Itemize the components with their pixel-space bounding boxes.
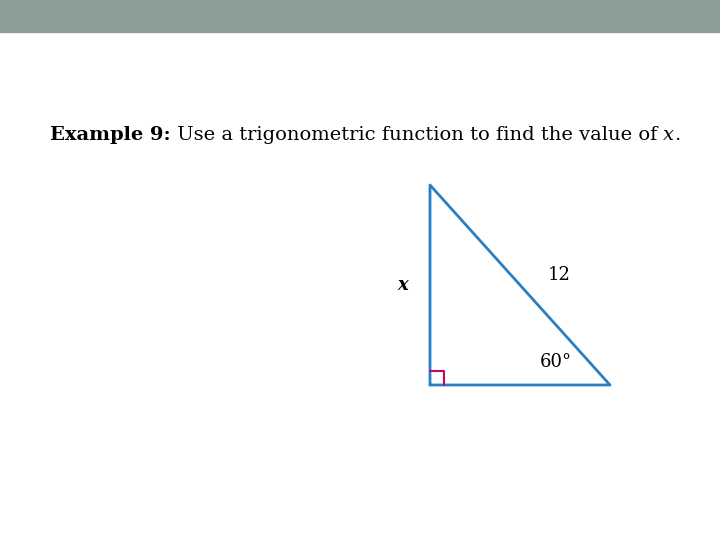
Bar <box>0 0 720 32</box>
Text: .: . <box>674 126 680 144</box>
Text: x: x <box>663 126 674 144</box>
Text: 12: 12 <box>548 266 571 284</box>
Text: Use a trigonometric function to find the value of: Use a trigonometric function to find the… <box>171 126 663 144</box>
Text: 60°: 60° <box>540 353 572 371</box>
Text: Example 9:: Example 9: <box>50 126 171 144</box>
Text: x: x <box>397 276 408 294</box>
